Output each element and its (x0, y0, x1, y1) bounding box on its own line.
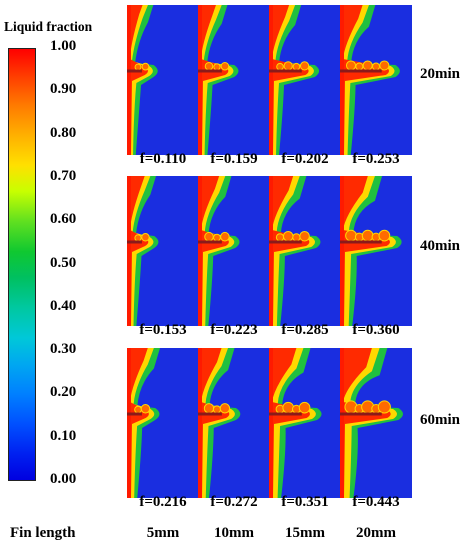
fin-length-value: 10mm (214, 525, 254, 541)
liquid-fraction-value: f=0.443 (352, 494, 400, 510)
liquid-fraction-value: f=0.360 (352, 322, 400, 338)
liquid-fraction-value: f=0.216 (139, 494, 187, 510)
contour-panel (340, 348, 412, 498)
time-label: 60min (420, 412, 461, 428)
contour-panel (127, 176, 199, 326)
contour-panel (340, 5, 412, 155)
contour-panel (198, 176, 270, 326)
liquid-fraction-value: f=0.223 (210, 322, 258, 338)
colorbar-tick-label: 0.50 (50, 254, 77, 271)
colorbar-tick-label: 1.00 (50, 38, 77, 54)
fin-length-value: 5mm (146, 525, 180, 541)
liquid-fraction-value: f=0.153 (139, 322, 187, 338)
contour-panel (127, 5, 199, 155)
contour-panel (269, 176, 341, 326)
time-label: 20min (420, 66, 461, 82)
fin-length-label: Fin length (10, 525, 76, 541)
colorbar-tick-label: 0.70 (50, 167, 77, 184)
time-label: 40min (420, 238, 461, 254)
liquid-fraction-value: f=0.285 (281, 322, 329, 338)
colorbar-tick-label: 0.40 (50, 297, 77, 314)
liquid-fraction-value: f=0.253 (352, 151, 400, 167)
colorbar-tick-label: 0.90 (50, 81, 77, 98)
fin-length-value: 20mm (356, 525, 396, 541)
liquid-fraction-value: f=0.272 (210, 494, 258, 510)
liquid-fraction-value: f=0.159 (210, 151, 258, 167)
colorbar-tick-label: 0.80 (50, 124, 77, 141)
contour-panel (127, 348, 199, 498)
fin-length-value: 15mm (285, 525, 325, 541)
contour-panel (269, 348, 341, 498)
contour-panel (269, 5, 341, 155)
colorbar-tick-label: 0.20 (50, 384, 77, 401)
colorbar-tick-label: 0.00 (50, 471, 77, 487)
liquid-fraction-value: f=0.202 (281, 151, 329, 167)
contour-panel (340, 176, 412, 326)
contour-panel (198, 5, 270, 155)
colorbar-tick-label: 0.60 (50, 211, 77, 228)
colorbar-tick-label: 0.10 (50, 427, 77, 444)
liquid-fraction-value: f=0.110 (139, 151, 187, 167)
colorbar-title: Liquid fraction (4, 19, 93, 34)
colorbar-gradient (8, 48, 36, 481)
contour-panel (198, 348, 270, 498)
liquid-fraction-value: f=0.351 (281, 494, 329, 510)
colorbar-tick-label: 0.30 (50, 341, 77, 358)
